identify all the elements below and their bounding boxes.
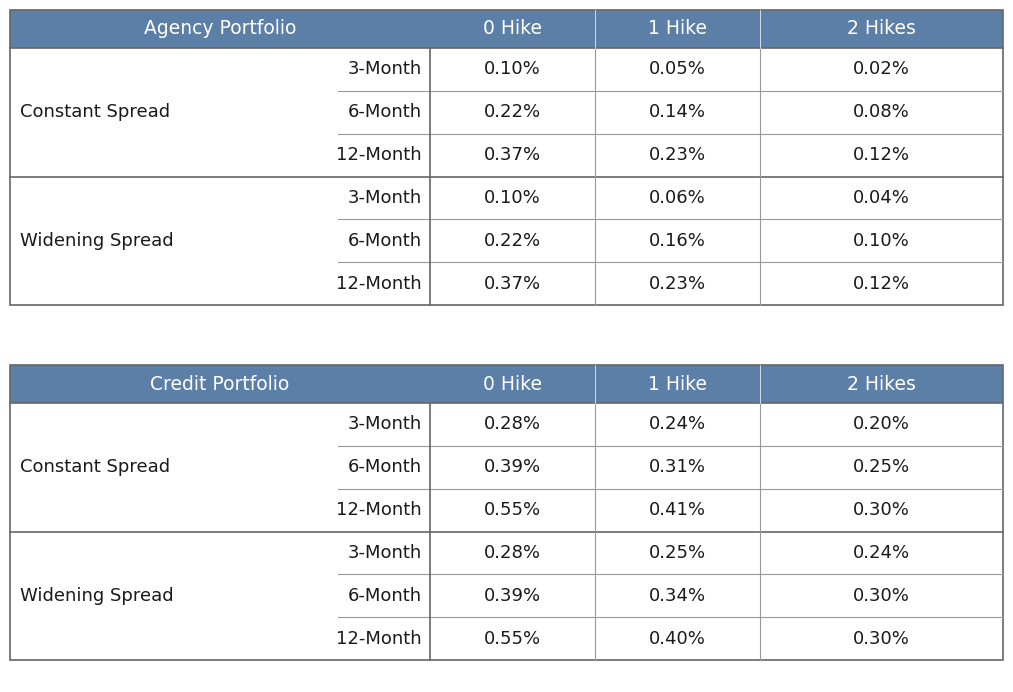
Text: 0 Hike: 0 Hike <box>483 19 542 39</box>
Text: 6-Month: 6-Month <box>347 103 422 121</box>
Text: 0.16%: 0.16% <box>649 232 706 250</box>
Bar <box>430 10 595 48</box>
Text: 12-Month: 12-Month <box>336 630 422 648</box>
Bar <box>430 365 595 403</box>
Text: 0.12%: 0.12% <box>853 146 910 164</box>
Text: 0.24%: 0.24% <box>853 544 910 562</box>
Bar <box>10 48 1003 305</box>
Text: 0.31%: 0.31% <box>649 458 706 476</box>
Text: 0.25%: 0.25% <box>649 544 706 562</box>
Bar <box>10 10 1003 305</box>
Text: 1 Hike: 1 Hike <box>648 374 707 394</box>
Text: 0.55%: 0.55% <box>484 501 541 519</box>
Text: 1 Hike: 1 Hike <box>648 19 707 39</box>
Text: 0.40%: 0.40% <box>649 630 706 648</box>
Bar <box>595 365 760 403</box>
Text: 2 Hikes: 2 Hikes <box>847 19 916 39</box>
Text: 0.28%: 0.28% <box>484 544 541 562</box>
Text: 3-Month: 3-Month <box>347 60 422 78</box>
Text: 0.37%: 0.37% <box>484 146 541 164</box>
Text: 0.12%: 0.12% <box>853 275 910 293</box>
Text: 12-Month: 12-Month <box>336 146 422 164</box>
Text: 0.06%: 0.06% <box>649 189 706 207</box>
Bar <box>10 365 1003 660</box>
Text: 0.41%: 0.41% <box>649 501 706 519</box>
Text: 6-Month: 6-Month <box>347 587 422 605</box>
Text: 6-Month: 6-Month <box>347 232 422 250</box>
Text: 0.25%: 0.25% <box>853 458 910 476</box>
Text: 0.04%: 0.04% <box>853 189 910 207</box>
Text: 0.08%: 0.08% <box>853 103 910 121</box>
Text: 12-Month: 12-Month <box>336 275 422 293</box>
Text: 0.23%: 0.23% <box>649 275 706 293</box>
Text: 0.20%: 0.20% <box>853 415 910 433</box>
Text: Widening Spread: Widening Spread <box>20 587 173 605</box>
Text: 0.22%: 0.22% <box>484 103 541 121</box>
Bar <box>10 365 430 403</box>
Text: 0.10%: 0.10% <box>484 60 541 78</box>
Bar <box>10 10 430 48</box>
Text: 0.55%: 0.55% <box>484 630 541 648</box>
Text: Constant Spread: Constant Spread <box>20 458 170 476</box>
Bar <box>10 403 1003 660</box>
Bar <box>595 10 760 48</box>
Text: 3-Month: 3-Month <box>347 415 422 433</box>
Bar <box>760 365 1003 403</box>
Text: 6-Month: 6-Month <box>347 458 422 476</box>
Text: 0.23%: 0.23% <box>649 146 706 164</box>
Text: Widening Spread: Widening Spread <box>20 232 173 250</box>
Text: 0 Hike: 0 Hike <box>483 374 542 394</box>
Text: 0.30%: 0.30% <box>853 501 910 519</box>
Text: 0.39%: 0.39% <box>484 458 541 476</box>
Text: 0.24%: 0.24% <box>649 415 706 433</box>
Text: 0.34%: 0.34% <box>649 587 706 605</box>
Bar <box>760 10 1003 48</box>
Text: 0.10%: 0.10% <box>853 232 910 250</box>
Text: 0.37%: 0.37% <box>484 275 541 293</box>
Text: Constant Spread: Constant Spread <box>20 103 170 121</box>
Text: 0.39%: 0.39% <box>484 587 541 605</box>
Text: Credit Portfolio: Credit Portfolio <box>150 374 290 394</box>
Text: 0.22%: 0.22% <box>484 232 541 250</box>
Text: 0.30%: 0.30% <box>853 587 910 605</box>
Text: 0.28%: 0.28% <box>484 415 541 433</box>
Text: Agency Portfolio: Agency Portfolio <box>144 19 296 39</box>
Text: 0.10%: 0.10% <box>484 189 541 207</box>
Text: 12-Month: 12-Month <box>336 501 422 519</box>
Text: 0.02%: 0.02% <box>853 60 910 78</box>
Text: 3-Month: 3-Month <box>347 544 422 562</box>
Text: 2 Hikes: 2 Hikes <box>847 374 916 394</box>
Text: 0.14%: 0.14% <box>649 103 706 121</box>
Text: 0.30%: 0.30% <box>853 630 910 648</box>
Text: 3-Month: 3-Month <box>347 189 422 207</box>
Text: 0.05%: 0.05% <box>649 60 706 78</box>
